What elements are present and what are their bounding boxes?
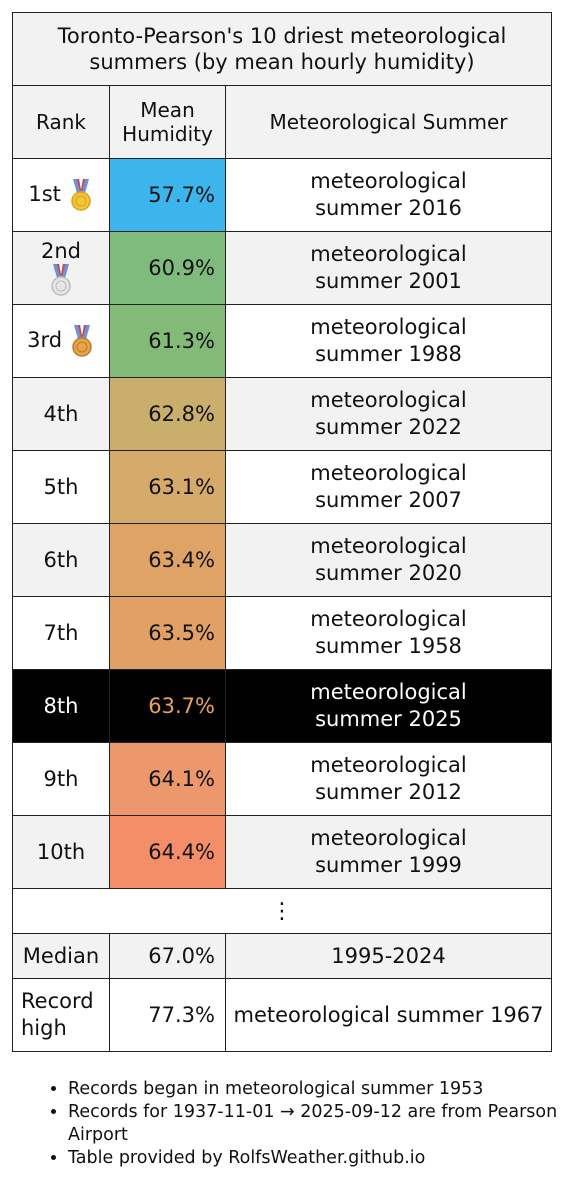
- rank-label: 2nd: [40, 239, 81, 263]
- rank-cell: 9th: [12, 742, 110, 816]
- rank-cell: 6th: [12, 523, 110, 597]
- record-high-humidity: 77.3%: [109, 978, 226, 1052]
- summer-cell: meteorological summer 1958: [224, 596, 553, 670]
- rank-cell: 1st: [12, 158, 110, 232]
- rank-cell: 4th: [12, 377, 110, 451]
- humidity-cell: 61.3%: [109, 304, 226, 378]
- rank-label: 4th: [43, 401, 79, 426]
- table-row: 7th 63.5% meteorological summer 1958: [12, 596, 553, 670]
- record-high-label: Record high: [12, 978, 110, 1052]
- gold-medal-icon: [70, 178, 91, 211]
- rank-label: 7th: [43, 620, 79, 645]
- rank-cell: 5th: [12, 450, 110, 524]
- ellipsis-row: ⋮: [11, 888, 553, 934]
- driest-summers-table: Toronto-Pearson's 10 driest meteorologic…: [11, 12, 553, 1052]
- humidity-cell: 60.9%: [109, 231, 226, 305]
- rank-label: 10th: [36, 839, 86, 864]
- table-row: 3rd 61.3% meteorological summer 1988: [12, 304, 553, 378]
- median-humidity: 67.0%: [109, 933, 226, 979]
- table-row: 4th 62.8% meteorological summer 2022: [12, 377, 553, 451]
- record-high-summer: meteorological summer 1967: [224, 978, 553, 1052]
- notes-list: Records began in meteorological summer 1…: [40, 1078, 558, 1170]
- table-row: 10th 64.4% meteorological summer 1999: [12, 815, 553, 889]
- median-period: 1995-2024: [224, 933, 553, 979]
- rank-cell: 10th: [12, 815, 110, 889]
- rank-cell: 2nd: [12, 231, 110, 305]
- header-rank: Rank: [12, 85, 110, 159]
- summer-cell: meteorological summer 2001: [224, 231, 553, 305]
- rank-label: 1st: [28, 182, 61, 206]
- rank-label: 9th: [43, 766, 79, 791]
- table-row: 8th 63.7% meteorological summer 2025: [12, 669, 553, 743]
- rank-label: 8th: [43, 693, 79, 718]
- summer-cell: meteorological summer 2022: [224, 377, 553, 451]
- rank-cell: 8th: [12, 669, 110, 743]
- rank-label: 3rd: [27, 328, 63, 352]
- summer-cell: meteorological summer 2016: [224, 158, 553, 232]
- humidity-cell: 63.5%: [109, 596, 226, 670]
- humidity-cell: 63.4%: [109, 523, 226, 597]
- summer-cell: meteorological summer 2025: [224, 669, 553, 743]
- table-row: 9th 64.1% meteorological summer 2012: [12, 742, 553, 816]
- humidity-cell: 63.7%: [109, 669, 226, 743]
- rank-cell: 7th: [12, 596, 110, 670]
- silver-medal-icon: [51, 263, 71, 296]
- median-label: Median: [12, 933, 110, 979]
- table-row: 2nd 60.9% meteorological summer 2001: [12, 231, 553, 305]
- table-row: 5th 63.1% meteorological summer 2007: [12, 450, 553, 524]
- table-row: 6th 63.4% meteorological summer 2020: [12, 523, 553, 597]
- rank-cell: 3rd: [12, 304, 110, 378]
- note-item: Records began in meteorological summer 1…: [68, 1078, 558, 1101]
- header-meteorological-summer: Meteorological Summer: [224, 85, 553, 159]
- table-row: 1st 57.7% meteorological summer 2016: [12, 158, 553, 232]
- summer-cell: meteorological summer 1988: [224, 304, 553, 378]
- note-item: Records for 1937-11-01 → 2025-09-12 are …: [68, 1101, 558, 1147]
- summer-cell: meteorological summer 1999: [224, 815, 553, 889]
- summer-cell: meteorological summer 2007: [224, 450, 553, 524]
- rank-label: 6th: [43, 547, 79, 572]
- summer-cell: meteorological summer 2012: [224, 742, 553, 816]
- table-title: Toronto-Pearson's 10 driest meteorologic…: [11, 12, 553, 86]
- rank-label: 5th: [43, 474, 79, 499]
- summer-cell: meteorological summer 2020: [224, 523, 553, 597]
- humidity-cell: 64.4%: [109, 815, 226, 889]
- humidity-cell: 63.1%: [109, 450, 226, 524]
- humidity-cell: 62.8%: [109, 377, 226, 451]
- humidity-cell: 64.1%: [109, 742, 226, 816]
- header-mean-humidity: Mean Humidity: [109, 85, 226, 159]
- humidity-cell: 57.7%: [109, 158, 226, 232]
- bronze-medal-icon: [72, 324, 92, 357]
- note-item: Table provided by RolfsWeather.github.io: [68, 1147, 558, 1170]
